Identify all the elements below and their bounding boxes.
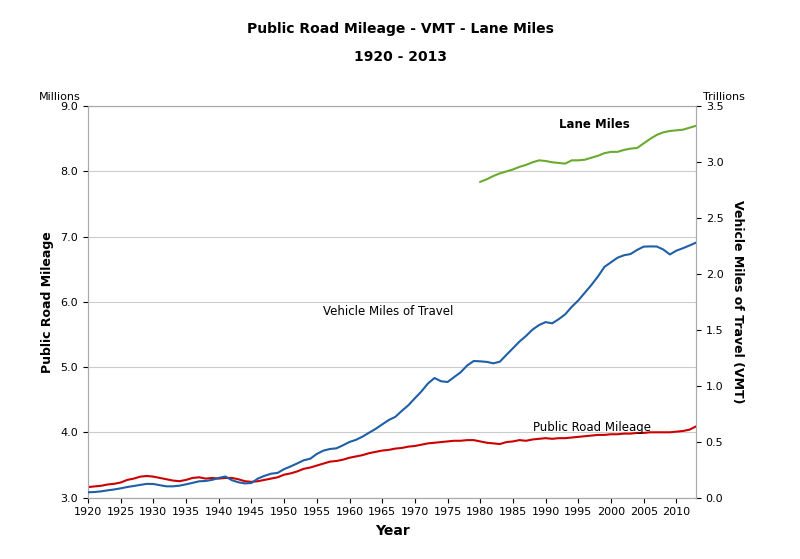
Text: Public Road Mileage - VMT - Lane Miles: Public Road Mileage - VMT - Lane Miles [246, 22, 554, 36]
Text: Lane Miles: Lane Miles [558, 118, 630, 131]
Y-axis label: Vehicle Miles of Travel (VMT): Vehicle Miles of Travel (VMT) [731, 200, 744, 404]
Text: Public Road Mileage: Public Road Mileage [533, 421, 650, 434]
Text: Trillions: Trillions [702, 92, 745, 102]
Text: 1920 - 2013: 1920 - 2013 [354, 50, 446, 64]
Y-axis label: Public Road Mileage: Public Road Mileage [41, 231, 54, 373]
Text: Millions: Millions [39, 92, 81, 102]
X-axis label: Year: Year [374, 524, 410, 538]
Text: Vehicle Miles of Travel: Vehicle Miles of Travel [323, 305, 454, 318]
